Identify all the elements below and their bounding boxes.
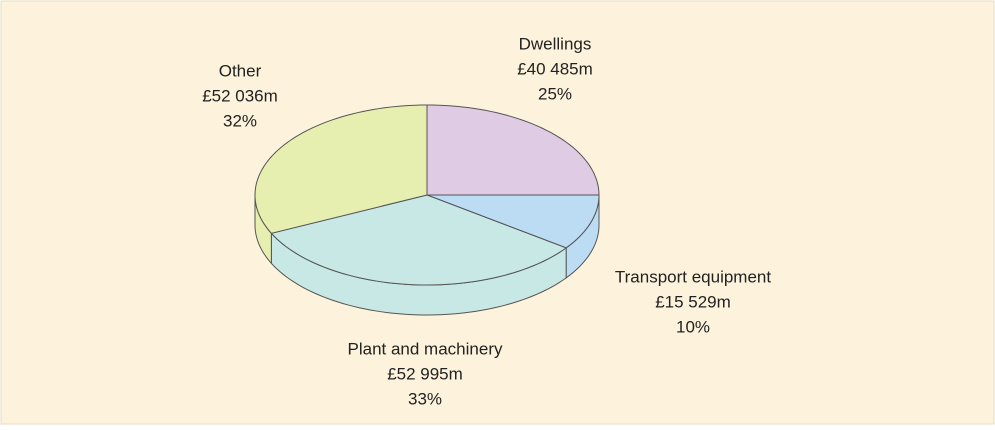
pie-slice	[270, 194, 568, 286]
value-label: 25%	[538, 84, 572, 103]
amount-label: £52 036m	[202, 86, 278, 105]
value-label: 33%	[408, 389, 442, 408]
pie-slice	[426, 104, 600, 196]
pie-slice	[254, 104, 428, 234]
slice-label: Transport equipment	[615, 267, 772, 286]
slice-label: Plant and machinery	[348, 339, 503, 358]
value-label: 32%	[223, 111, 257, 130]
value-label: 10%	[676, 317, 710, 336]
slice-label: Dwellings	[519, 34, 592, 53]
slice-label: Other	[219, 61, 262, 80]
amount-label: £52 995m	[387, 364, 463, 383]
amount-label: £15 529m	[655, 292, 731, 311]
pie-slice	[426, 194, 600, 249]
amount-label: £40 485m	[517, 59, 593, 78]
